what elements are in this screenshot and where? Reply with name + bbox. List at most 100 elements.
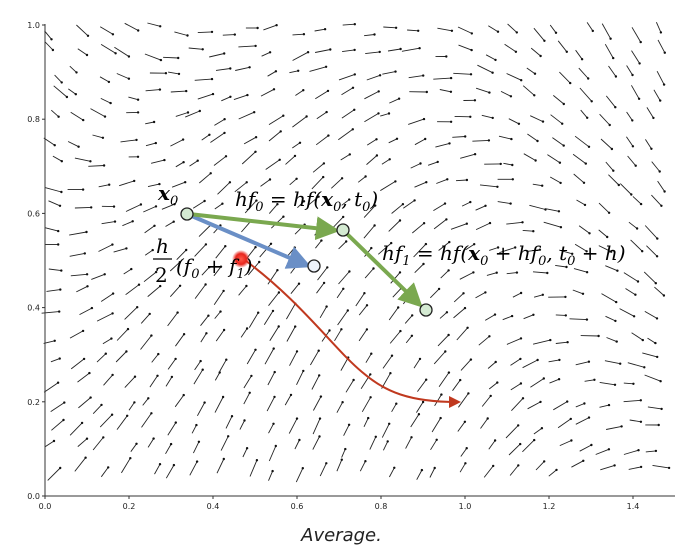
slope-segment <box>506 272 517 275</box>
slope-segment <box>389 98 400 104</box>
slope-tip <box>447 269 450 272</box>
slope-tip <box>328 329 331 332</box>
slope-segment <box>341 199 350 206</box>
slope-tip <box>539 400 542 404</box>
slope-tip <box>57 229 60 233</box>
slope-segment <box>295 89 304 96</box>
slope-tip <box>517 424 520 427</box>
slope-tip <box>418 357 422 361</box>
slope-tip <box>588 232 591 235</box>
slope-segment <box>498 135 512 140</box>
slope-tip <box>388 158 391 161</box>
y-tick-label: 0.2 <box>27 398 40 407</box>
slope-segment <box>197 93 214 100</box>
slope-segment <box>574 135 590 148</box>
slope-segment <box>459 463 466 473</box>
slope-tip <box>204 243 208 246</box>
slope-segment <box>50 358 60 363</box>
slope-segment <box>170 90 187 93</box>
slope-tip <box>585 318 589 321</box>
slope-segment <box>380 181 396 191</box>
slope-tip <box>565 265 568 269</box>
slope-segment <box>586 22 594 32</box>
slope-tip <box>561 122 564 125</box>
slope-tip <box>659 99 662 102</box>
slope-tip <box>139 203 143 206</box>
slope-segment <box>92 134 104 139</box>
slope-segment <box>438 241 450 251</box>
slope-segment <box>189 160 198 167</box>
hf1-step-arrow <box>343 230 423 308</box>
slope-tip <box>246 93 249 97</box>
slope-segment <box>532 339 551 345</box>
slope-segment <box>605 315 616 322</box>
slope-tip <box>273 370 276 374</box>
slope-tip <box>610 147 614 151</box>
slope-tip <box>473 153 477 156</box>
slope-tip <box>90 206 93 209</box>
slope-segment <box>311 176 324 190</box>
slope-segment <box>391 403 397 413</box>
slope-tip <box>257 311 260 314</box>
slope-tip <box>639 40 642 44</box>
slope-segment <box>584 379 595 382</box>
slope-segment <box>414 181 427 188</box>
slope-segment <box>201 134 210 141</box>
slope-segment <box>366 155 378 165</box>
slope-tip <box>82 357 86 361</box>
slope-segment <box>656 70 665 85</box>
slope-tip <box>268 178 272 181</box>
slope-tip <box>198 109 201 113</box>
slope-segment <box>631 332 644 341</box>
slope-segment <box>242 448 248 458</box>
slope-tip <box>219 310 222 313</box>
slope-segment <box>100 467 109 478</box>
slope-tip <box>615 300 618 304</box>
slope-tip <box>399 329 402 333</box>
slope-tip <box>297 282 301 285</box>
slope-segment <box>128 96 139 101</box>
slope-tip <box>62 418 65 422</box>
slope-segment <box>169 261 181 272</box>
slope-tip <box>277 325 280 328</box>
slope-tip <box>159 25 162 28</box>
slope-segment <box>510 358 521 366</box>
slope-segment <box>438 372 450 387</box>
slope-segment <box>143 271 157 283</box>
slope-segment <box>98 244 113 252</box>
slope-tip <box>465 178 469 182</box>
slope-segment <box>210 132 225 143</box>
slope-segment <box>67 141 79 148</box>
slope-tip <box>532 230 535 233</box>
slope-segment <box>201 266 210 276</box>
slope-tip <box>422 74 425 77</box>
slope-tip <box>637 449 640 452</box>
slope-segment <box>52 155 63 162</box>
slope-tip <box>306 51 310 54</box>
slope-segment <box>655 22 662 33</box>
slope-segment <box>176 249 187 261</box>
slope-tip <box>491 116 494 120</box>
slope-segment <box>268 115 284 125</box>
slope-segment <box>189 461 198 476</box>
slope-segment <box>200 333 207 343</box>
slope-tip <box>370 352 373 355</box>
slope-tip <box>569 81 572 85</box>
slope-tip <box>620 425 623 428</box>
slope-tip <box>329 48 332 51</box>
slope-tip <box>319 395 323 398</box>
slope-tip <box>81 188 85 191</box>
slope-tip <box>394 180 397 183</box>
slope-segment <box>115 351 127 363</box>
slope-tip <box>56 381 60 384</box>
slope-segment <box>630 239 643 252</box>
slope-tip <box>254 348 257 351</box>
slope-tip <box>375 138 378 141</box>
slope-tip <box>660 407 663 411</box>
slope-field <box>41 22 671 483</box>
slope-tip <box>488 335 491 338</box>
slope-segment <box>480 418 489 429</box>
slope-segment <box>601 293 617 303</box>
slope-tip <box>373 33 376 36</box>
slope-segment <box>608 65 617 77</box>
